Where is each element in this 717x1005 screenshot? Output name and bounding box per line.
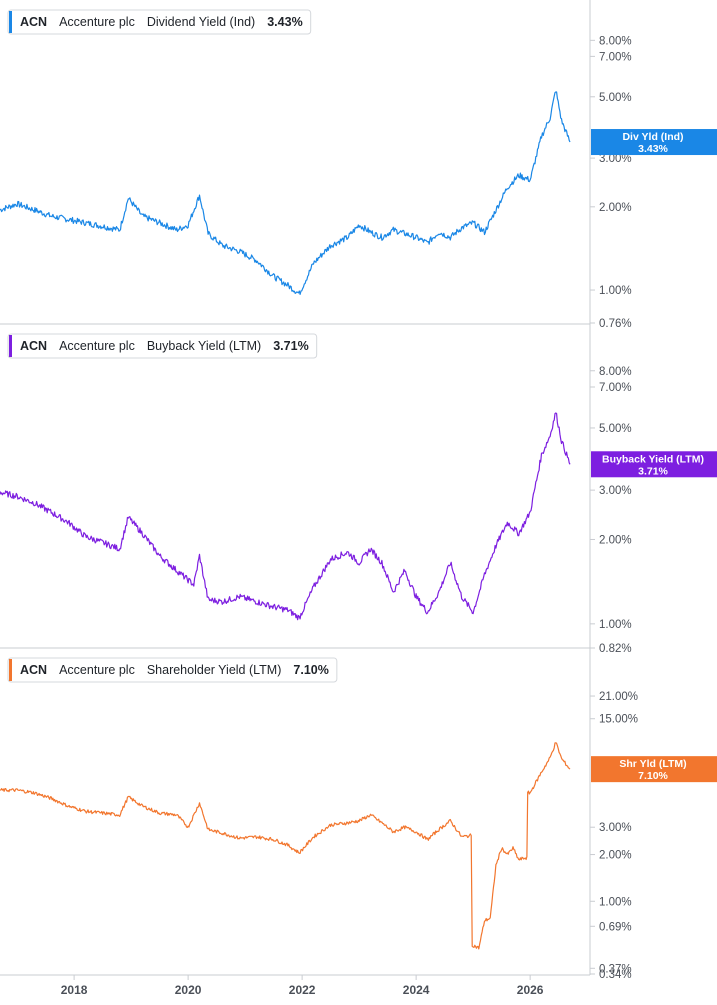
legend-company: Accenture plc	[59, 15, 135, 29]
y-tick-label: 3.00%	[599, 153, 632, 165]
x-tick-label: 2026	[517, 983, 544, 997]
current-value-tag-bg	[591, 451, 717, 478]
y-tick-label: 0.34%	[599, 969, 632, 981]
legend-company: Accenture plc	[59, 339, 135, 353]
legend-box	[7, 657, 338, 683]
legend: ACN Accenture plc Buyback Yield (LTM) 3.71%	[7, 333, 318, 359]
y-tick-label: 1.00%	[599, 896, 632, 908]
current-value-tag-bg	[591, 129, 717, 156]
current-value-tag-label: Shr Yld (LTM)	[619, 758, 686, 770]
y-tick-label: 1.00%	[599, 285, 632, 297]
y-tick-label: 2.00%	[599, 850, 632, 862]
current-value-tag-value: 3.71%	[638, 465, 668, 477]
current-value-tag-label: Buyback Yield (LTM)	[602, 453, 704, 465]
current-value-tag-value: 3.43%	[638, 143, 668, 155]
y-tick-label: 2.00%	[599, 202, 632, 214]
y-tick-label: 7.00%	[599, 382, 632, 394]
y-tick-label: 3.00%	[599, 822, 632, 834]
y-tick-label: 0.69%	[599, 921, 632, 933]
current-value-tag: Div Yld (Ind)3.43%	[591, 129, 717, 156]
legend-ticker: ACN	[20, 339, 47, 353]
y-tick-label: 8.00%	[599, 35, 632, 47]
legend-metric: Dividend Yield (Ind)	[147, 15, 255, 29]
legend-value: 7.10%	[293, 663, 328, 677]
legend-box	[7, 9, 312, 35]
legend-color-swatch	[9, 659, 12, 681]
y-tick-label: 1.00%	[599, 619, 632, 631]
y-tick-label: 21.00%	[599, 691, 638, 703]
legend: ACN Accenture plc Shareholder Yield (LTM) 7…	[7, 657, 338, 683]
legend-company: Accenture plc	[59, 663, 135, 677]
x-tick-label: 2024	[403, 983, 430, 997]
x-tick-label: 2022	[289, 983, 316, 997]
series-line	[0, 412, 571, 621]
legend: ACN Accenture plc Dividend Yield (Ind) 3.43…	[7, 9, 312, 35]
legend-color-swatch	[9, 11, 12, 33]
y-tick-label: 0.37%	[599, 963, 632, 975]
current-value-tag: Buyback Yield (LTM)3.71%	[591, 451, 717, 478]
x-axis: 2018 2020 2022 2024 2026	[0, 974, 590, 997]
y-tick-label: 8.00%	[599, 366, 632, 378]
y-tick-label: 3.00%	[599, 485, 632, 497]
current-value-tag-bg	[591, 756, 717, 783]
legend-ticker: ACN	[20, 15, 47, 29]
legend-value: 3.71%	[273, 339, 308, 353]
legend-metric: Buyback Yield (LTM)	[147, 339, 261, 353]
y-tick-label: 0.82%	[599, 643, 632, 655]
chart-panel-3: 21.00% 15.00% 3.00% 2.00% 1.00% 0.69% 0.37%0.3…	[0, 648, 717, 981]
legend-ticker: ACN	[20, 663, 47, 677]
series-line	[0, 91, 571, 295]
chart-panel-1: 8.00% 7.00% 5.00% 3.00% 2.00% 1.00% 0.76% ACN Ac…	[0, 0, 717, 330]
legend-metric: Shareholder Yield (LTM)	[147, 663, 282, 677]
legend-box	[7, 333, 318, 359]
chart-panel-2: 8.00% 7.00% 5.00% 3.00% 2.00% 1.00% 0.82% ACN Ac…	[0, 324, 717, 655]
y-tick-label: 0.76%	[599, 318, 632, 330]
legend-color-swatch	[9, 335, 12, 357]
x-tick-label: 2020	[175, 983, 202, 997]
series-line	[0, 742, 571, 950]
y-tick-label: 15.00%	[599, 714, 638, 726]
y-tick-label: 5.00%	[599, 423, 632, 435]
y-tick-label: 5.00%	[599, 92, 632, 104]
current-value-tag-label: Div Yld (Ind)	[622, 131, 683, 143]
current-value-tag: Shr Yld (LTM)7.10%	[591, 756, 717, 783]
legend-value: 3.43%	[267, 15, 302, 29]
current-value-tag-value: 7.10%	[638, 770, 668, 782]
x-tick-label: 2018	[61, 983, 88, 997]
y-tick-label: 7.00%	[599, 51, 632, 63]
y-tick-label: 2.00%	[599, 534, 632, 546]
